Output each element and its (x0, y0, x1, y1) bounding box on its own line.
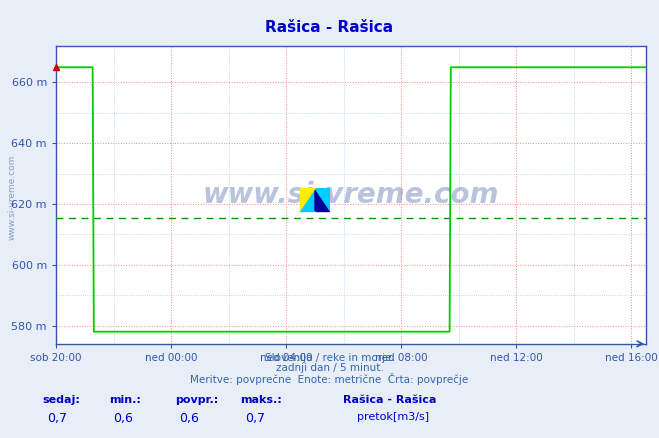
Polygon shape (315, 188, 330, 211)
Text: sedaj:: sedaj: (43, 395, 80, 405)
Text: povpr.:: povpr.: (175, 395, 218, 405)
Text: 0,7: 0,7 (47, 412, 67, 425)
Polygon shape (300, 188, 315, 211)
Text: pretok[m3/s]: pretok[m3/s] (357, 412, 429, 422)
Text: 0,7: 0,7 (245, 412, 265, 425)
Text: maks.:: maks.: (241, 395, 282, 405)
Text: Meritve: povprečne  Enote: metrične  Črta: povprečje: Meritve: povprečne Enote: metrične Črta:… (190, 373, 469, 385)
Polygon shape (300, 188, 315, 211)
Text: Slovenija / reke in morje.: Slovenija / reke in morje. (264, 353, 395, 363)
Text: zadnji dan / 5 minut.: zadnji dan / 5 minut. (275, 363, 384, 373)
Text: Rašica - Rašica: Rašica - Rašica (266, 20, 393, 35)
Polygon shape (315, 188, 330, 211)
Text: 0,6: 0,6 (179, 412, 199, 425)
Text: Rašica - Rašica: Rašica - Rašica (343, 395, 436, 405)
Polygon shape (315, 188, 330, 211)
Text: www.si-vreme.com: www.si-vreme.com (203, 181, 499, 209)
Polygon shape (300, 188, 315, 211)
Text: 0,6: 0,6 (113, 412, 133, 425)
Text: www.si-vreme.com: www.si-vreme.com (8, 155, 17, 240)
Text: min.:: min.: (109, 395, 140, 405)
